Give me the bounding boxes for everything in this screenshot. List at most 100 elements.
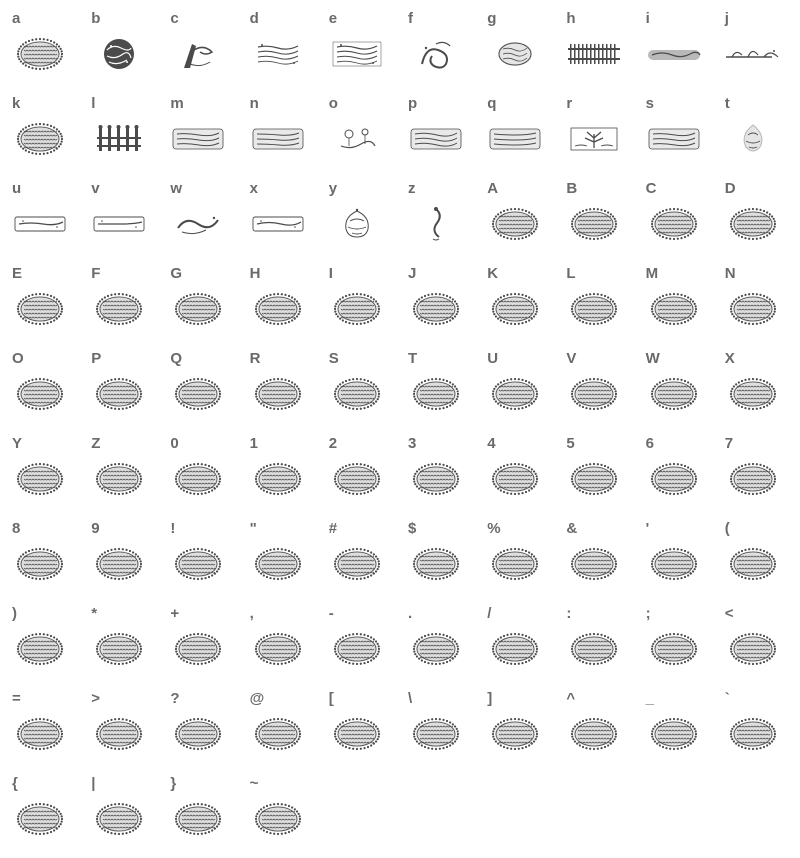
charmap-cell[interactable]: 1 (242, 433, 321, 518)
charmap-cell[interactable]: \ (400, 688, 479, 773)
charmap-cell[interactable]: h (558, 8, 637, 93)
charmap-cell[interactable]: M (638, 263, 717, 348)
charmap-cell[interactable]: t (717, 93, 796, 178)
charmap-cell[interactable]: D (717, 178, 796, 263)
charmap-cell[interactable]: = (4, 688, 83, 773)
charmap-cell[interactable]: a (4, 8, 83, 93)
charmap-cell[interactable]: + (162, 603, 241, 688)
charmap-cell[interactable]: I (321, 263, 400, 348)
charmap-cell[interactable]: & (558, 518, 637, 603)
charmap-cell[interactable]: Y (4, 433, 83, 518)
charmap-cell[interactable]: s (638, 93, 717, 178)
charmap-cell[interactable]: N (717, 263, 796, 348)
charmap-cell[interactable]: q (479, 93, 558, 178)
charmap-cell[interactable]: c (162, 8, 241, 93)
charmap-cell[interactable]: g (479, 8, 558, 93)
charmap-cell[interactable]: A (479, 178, 558, 263)
charmap-cell[interactable]: B (558, 178, 637, 263)
charmap-cell[interactable]: * (83, 603, 162, 688)
charmap-cell[interactable]: Q (162, 348, 241, 433)
glyph-medallion-icon (327, 543, 387, 585)
charmap-cell[interactable]: ' (638, 518, 717, 603)
charmap-cell[interactable]: 7 (717, 433, 796, 518)
charmap-cell[interactable]: 6 (638, 433, 717, 518)
charmap-cell[interactable]: F (83, 263, 162, 348)
charmap-cell[interactable]: m (162, 93, 241, 178)
charmap-cell[interactable]: 2 (321, 433, 400, 518)
charmap-cell[interactable]: @ (242, 688, 321, 773)
charmap-cell[interactable]: X (717, 348, 796, 433)
charmap-cell[interactable]: p (400, 93, 479, 178)
charmap-cell[interactable]: " (242, 518, 321, 603)
charmap-cell[interactable]: # (321, 518, 400, 603)
charmap-cell[interactable]: d (242, 8, 321, 93)
charmap-cell[interactable]: 3 (400, 433, 479, 518)
charmap-cell[interactable]: - (321, 603, 400, 688)
charmap-cell[interactable]: ^ (558, 688, 637, 773)
charmap-cell[interactable]: y (321, 178, 400, 263)
charmap-cell[interactable]: ` (717, 688, 796, 773)
charmap-cell[interactable]: k (4, 93, 83, 178)
glyph-medallion-icon (89, 373, 149, 415)
char-label: P (89, 350, 101, 367)
charmap-cell[interactable]: _ (638, 688, 717, 773)
charmap-cell[interactable]: 4 (479, 433, 558, 518)
charmap-cell[interactable]: S (321, 348, 400, 433)
charmap-cell[interactable]: / (479, 603, 558, 688)
char-label: i (644, 10, 650, 27)
charmap-cell[interactable]: e (321, 8, 400, 93)
charmap-cell[interactable]: ; (638, 603, 717, 688)
charmap-cell[interactable]: Z (83, 433, 162, 518)
charmap-cell[interactable]: l (83, 93, 162, 178)
charmap-cell[interactable]: [ (321, 688, 400, 773)
charmap-cell[interactable]: ) (4, 603, 83, 688)
charmap-cell[interactable]: r (558, 93, 637, 178)
charmap-cell[interactable]: $ (400, 518, 479, 603)
charmap-cell[interactable]: n (242, 93, 321, 178)
charmap-cell[interactable]: V (558, 348, 637, 433)
charmap-cell[interactable]: i (638, 8, 717, 93)
charmap-cell[interactable]: ! (162, 518, 241, 603)
charmap-cell[interactable]: | (83, 773, 162, 858)
charmap-cell[interactable]: z (400, 178, 479, 263)
charmap-cell[interactable]: O (4, 348, 83, 433)
charmap-cell[interactable]: j (717, 8, 796, 93)
charmap-cell[interactable]: J (400, 263, 479, 348)
charmap-cell[interactable]: , (242, 603, 321, 688)
charmap-cell[interactable]: : (558, 603, 637, 688)
charmap-cell[interactable]: v (83, 178, 162, 263)
charmap-cell[interactable]: ~ (242, 773, 321, 858)
glyph-vertical-swirl-icon (406, 203, 466, 245)
charmap-cell[interactable]: % (479, 518, 558, 603)
charmap-cell[interactable]: w (162, 178, 241, 263)
charmap-cell[interactable]: u (4, 178, 83, 263)
charmap-cell[interactable]: W (638, 348, 717, 433)
charmap-cell[interactable]: } (162, 773, 241, 858)
charmap-cell[interactable]: x (242, 178, 321, 263)
charmap-cell[interactable]: K (479, 263, 558, 348)
charmap-cell[interactable]: R (242, 348, 321, 433)
charmap-cell[interactable]: o (321, 93, 400, 178)
charmap-cell[interactable]: 9 (83, 518, 162, 603)
charmap-cell[interactable]: ( (717, 518, 796, 603)
charmap-cell[interactable]: C (638, 178, 717, 263)
charmap-cell[interactable]: 5 (558, 433, 637, 518)
charmap-cell[interactable]: f (400, 8, 479, 93)
charmap-cell[interactable]: U (479, 348, 558, 433)
charmap-cell[interactable]: T (400, 348, 479, 433)
charmap-cell[interactable]: > (83, 688, 162, 773)
charmap-cell[interactable]: H (242, 263, 321, 348)
charmap-cell[interactable]: 8 (4, 518, 83, 603)
charmap-cell[interactable]: E (4, 263, 83, 348)
charmap-cell[interactable]: ? (162, 688, 241, 773)
charmap-cell[interactable]: ] (479, 688, 558, 773)
charmap-cell[interactable]: . (400, 603, 479, 688)
charmap-cell[interactable]: < (717, 603, 796, 688)
char-label: 6 (644, 435, 654, 452)
charmap-cell[interactable]: b (83, 8, 162, 93)
charmap-cell[interactable]: 0 (162, 433, 241, 518)
charmap-cell[interactable]: G (162, 263, 241, 348)
charmap-cell[interactable]: L (558, 263, 637, 348)
charmap-cell[interactable]: { (4, 773, 83, 858)
charmap-cell[interactable]: P (83, 348, 162, 433)
